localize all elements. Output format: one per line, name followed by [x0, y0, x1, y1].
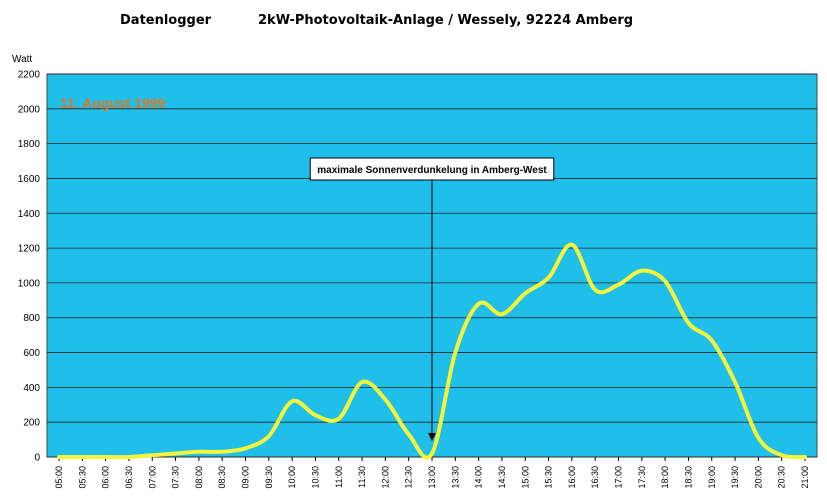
x-tick-label: 19:30	[730, 466, 740, 489]
x-tick-label: 20:30	[777, 466, 787, 489]
chart-title-left: Datenlogger	[120, 13, 212, 28]
x-tick-label: 18:00	[660, 466, 670, 489]
x-tick-label: 20:00	[753, 466, 763, 489]
x-axis-ticks: 05:00 05:30 06:00 06:30 07:00 07:30 08:00 08:30…	[54, 457, 810, 489]
x-tick-label: 19:00	[707, 466, 717, 489]
x-tick-label: 09:00	[241, 466, 251, 489]
date-label: 11. August 1999	[60, 95, 166, 111]
y-tick-label: 1600	[18, 174, 41, 185]
annotation-arrowhead	[428, 433, 436, 441]
x-tick-label: 09:30	[264, 466, 274, 489]
y-tick-label: 1400	[18, 209, 41, 220]
x-tick-label: 07:30	[171, 466, 181, 489]
x-tick-label: 11:00	[334, 466, 344, 488]
x-tick-label: 06:30	[124, 466, 134, 489]
x-tick-label: 08:00	[194, 466, 204, 489]
x-tick-label: 06:00	[101, 466, 111, 489]
x-tick-label: 08:30	[217, 466, 227, 489]
x-tick-label: 12:00	[380, 466, 390, 489]
x-tick-label: 05:30	[77, 466, 87, 489]
x-tick-label: 12:30	[404, 466, 414, 489]
x-tick-label: 15:30	[544, 466, 554, 489]
y-axis-ticks: 0 200 400 600 800 1000 1200 1400 1600 1800 2000 220…	[18, 70, 41, 464]
y-tick-label: 2000	[18, 104, 41, 115]
y-tick-label: 600	[23, 348, 40, 359]
x-tick-label: 14:00	[474, 466, 484, 489]
y-axis-unit: Watt	[12, 54, 32, 65]
y-tick-label: 1200	[18, 244, 41, 255]
x-tick-label: 16:00	[567, 466, 577, 489]
x-tick-label: 10:00	[287, 466, 297, 489]
x-tick-label: 17:00	[614, 466, 624, 489]
series-line	[57, 242, 807, 460]
y-tick-label: 400	[23, 383, 40, 394]
y-tick-label: 200	[23, 418, 40, 429]
x-tick-label: 13:00	[427, 466, 437, 489]
x-tick-label: 18:30	[683, 466, 693, 489]
annotation-box	[309, 157, 555, 181]
x-tick-label: 05:00	[54, 466, 64, 489]
x-tick-label: 13:30	[450, 466, 460, 489]
y-tick-label: 1000	[18, 278, 41, 289]
x-tick-label: 11:30	[357, 466, 367, 488]
y-tick-label: 800	[23, 313, 40, 324]
x-tick-label: 15:00	[520, 466, 530, 489]
series-points	[58, 244, 806, 458]
y-tick-label: 0	[34, 453, 40, 464]
x-tick-label: 21:00	[800, 466, 810, 489]
x-tick-label: 16:30	[590, 466, 600, 489]
chart-title-right: 2kW-Photovoltaik-Anlage / Wessely, 92224…	[258, 13, 633, 28]
y-tick-label: 1800	[18, 139, 41, 150]
x-tick-label: 07:00	[147, 466, 157, 489]
x-tick-label: 10:30	[310, 466, 320, 489]
x-tick-label: 17:30	[637, 466, 647, 489]
y-tick-label: 2200	[18, 70, 41, 81]
x-tick-label: 14:30	[497, 466, 507, 489]
annotation-label: maximale Sonnenverdunkelung in Amberg-We…	[317, 165, 547, 176]
